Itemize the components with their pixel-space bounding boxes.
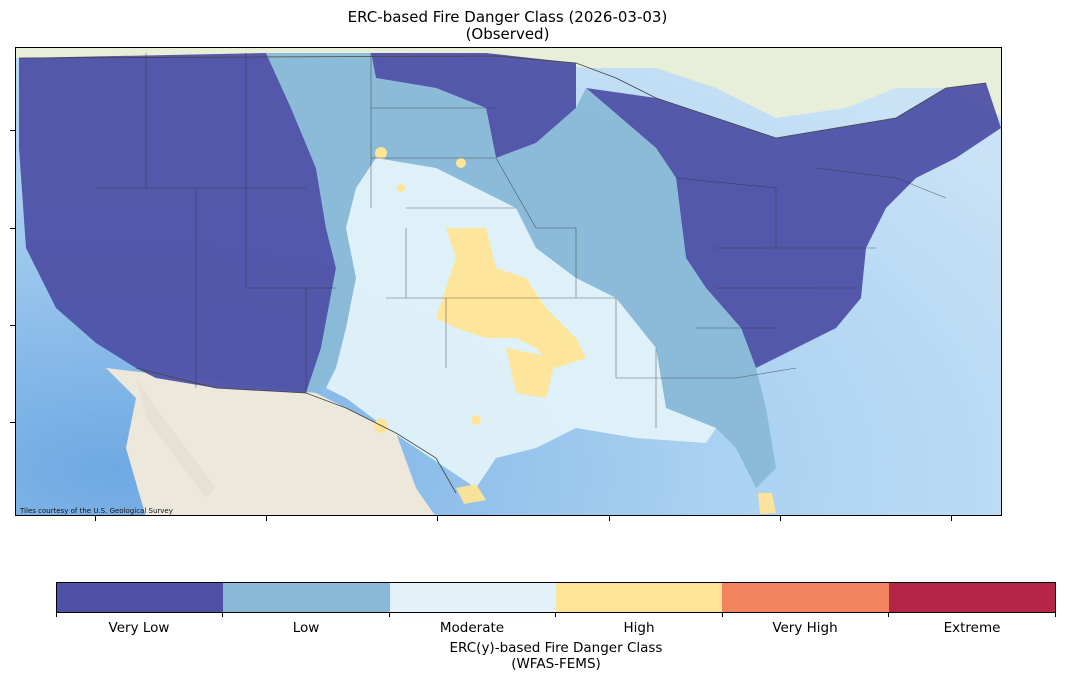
x-axis-tick [780,516,781,521]
colorbar-tick [56,613,57,617]
colorbar-tick [1055,613,1056,617]
colorbar-label-high: High [623,620,655,636]
us-mexico-border [135,367,457,494]
danger-region-high-florida [758,493,776,514]
danger-spot-high [471,415,481,425]
colorbar-label-very-high: Very High [772,620,838,636]
colorbar-tick [722,613,723,617]
us-canada-border [18,55,987,139]
danger-spot-high [456,158,466,168]
fire-danger-map [16,48,1001,515]
figure-title: ERC-based Fire Danger Class (2026-03-03) [347,8,668,26]
colorbar-label-low: Low [292,620,320,636]
danger-spot-high [374,419,388,433]
figure-subtitle: (Observed) [465,25,550,43]
y-axis-tick [10,422,15,423]
danger-region-high-gulf [456,484,486,504]
danger-region-very-low-east [586,83,1001,368]
mexico-landmass [106,368,435,515]
colorbar-segment-low [223,583,390,612]
colorbar-title: ERC(y)-based Fire Danger Class [449,640,663,656]
y-axis-tick [10,325,15,326]
x-axis-tick [437,516,438,521]
colorbar-segment-moderate [389,583,556,612]
danger-region-low [266,53,776,488]
x-axis-tick [266,516,267,521]
colorbar-subtitle: (WFAS-FEMS) [511,656,601,672]
colorbar-tick [222,613,223,617]
colorbar-segment-very-low [57,583,224,612]
colorbar-tick [555,613,556,617]
colorbar-label-very-low: Very Low [108,620,170,636]
basemap-credit: Tiles courtesy of the U.S. Geological Su… [20,507,173,515]
colorbar-tick [888,613,889,617]
x-axis-tick [95,516,96,521]
colorbar-label-moderate: Moderate [439,620,505,636]
x-axis-tick [951,516,952,521]
colorbar-segment-extreme [888,583,1055,612]
danger-spot-high [397,184,405,192]
colorbar-tick [389,613,390,617]
y-axis-tick [10,228,15,229]
danger-region-very-low-west [19,53,336,393]
colorbar-segment-very-high [722,583,889,612]
map-panel[interactable]: Tiles courtesy of the U.S. Geological Su… [15,47,1002,516]
danger-region-high-texas [506,348,556,398]
baja-peninsula [136,378,216,498]
canada-landmass [16,48,1001,118]
colorbar [56,582,1056,613]
x-axis-tick [609,516,610,521]
colorbar-label-extreme: Extreme [943,620,1001,636]
danger-region-very-low-north [371,53,576,158]
y-axis-tick [10,130,15,131]
state-boundaries [96,53,947,428]
danger-spot-high [375,147,387,159]
colorbar-segment-high [555,583,723,612]
